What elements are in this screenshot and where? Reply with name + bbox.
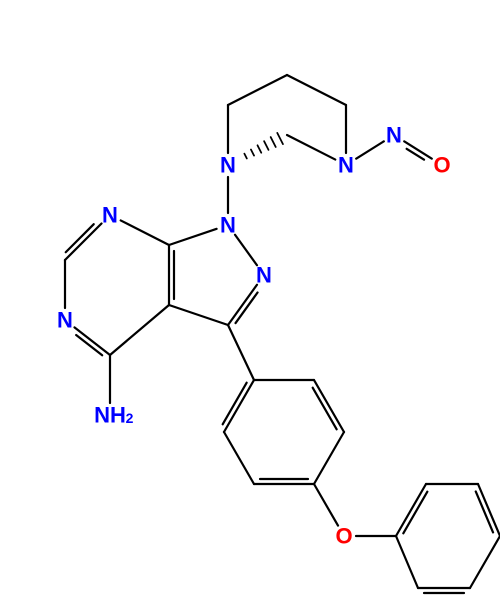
atom-n: N xyxy=(102,203,118,228)
atom-n: N xyxy=(256,263,272,288)
atom-n: N xyxy=(338,153,354,178)
atom-n: N xyxy=(220,213,236,238)
atom-o: O xyxy=(433,153,450,178)
chemical-structure: NNNONNNNNH2O xyxy=(0,0,500,600)
atom-n: N xyxy=(220,153,236,178)
atom-o: O xyxy=(335,524,352,549)
svg-text:2: 2 xyxy=(126,410,134,426)
atom-n: N xyxy=(386,123,402,148)
atom-n: N xyxy=(57,308,73,333)
atom-n: NH xyxy=(94,403,126,428)
